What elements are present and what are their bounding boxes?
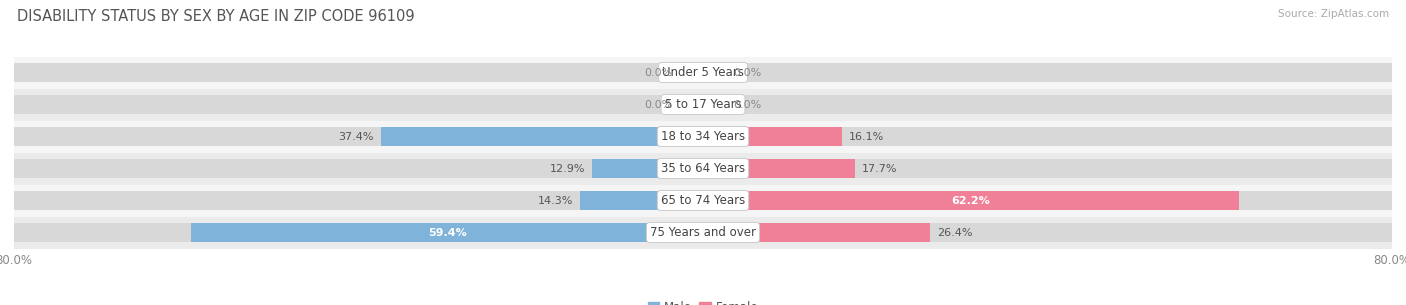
Bar — [703, 223, 1392, 242]
Bar — [14, 223, 703, 242]
Text: DISABILITY STATUS BY SEX BY AGE IN ZIP CODE 96109: DISABILITY STATUS BY SEX BY AGE IN ZIP C… — [17, 9, 415, 24]
Bar — [14, 159, 703, 178]
Text: 0.0%: 0.0% — [644, 67, 673, 77]
Bar — [703, 191, 1392, 210]
Bar — [703, 95, 1392, 114]
Bar — [14, 191, 703, 210]
Text: 12.9%: 12.9% — [550, 163, 585, 174]
Text: 59.4%: 59.4% — [427, 228, 467, 238]
Text: 5 to 17 Years: 5 to 17 Years — [665, 98, 741, 111]
Text: Source: ZipAtlas.com: Source: ZipAtlas.com — [1278, 9, 1389, 19]
Bar — [703, 159, 1392, 178]
Text: 65 to 74 Years: 65 to 74 Years — [661, 194, 745, 207]
Text: 35 to 64 Years: 35 to 64 Years — [661, 162, 745, 175]
Text: 0.0%: 0.0% — [733, 99, 762, 109]
Text: 0.0%: 0.0% — [733, 67, 762, 77]
Text: 0.0%: 0.0% — [644, 99, 673, 109]
Bar — [579, 191, 703, 210]
Bar — [14, 95, 703, 114]
Bar — [14, 120, 1392, 152]
Legend: Male, Female: Male, Female — [643, 296, 763, 305]
Bar — [14, 217, 1392, 249]
Text: Under 5 Years: Under 5 Years — [662, 66, 744, 79]
Bar — [191, 223, 703, 242]
Bar — [592, 159, 703, 178]
Bar — [14, 127, 703, 146]
Bar — [703, 63, 1392, 82]
Bar — [703, 127, 842, 146]
Bar — [14, 88, 1392, 120]
Text: 17.7%: 17.7% — [862, 163, 898, 174]
Text: 14.3%: 14.3% — [537, 196, 574, 206]
Bar — [703, 127, 1392, 146]
Bar — [14, 56, 1392, 88]
Text: 75 Years and over: 75 Years and over — [650, 226, 756, 239]
Text: 18 to 34 Years: 18 to 34 Years — [661, 130, 745, 143]
Bar — [381, 127, 703, 146]
Bar — [703, 191, 1239, 210]
Bar — [14, 185, 1392, 217]
Text: 26.4%: 26.4% — [938, 228, 973, 238]
Bar — [14, 152, 1392, 185]
Text: 37.4%: 37.4% — [339, 131, 374, 142]
Bar — [703, 159, 855, 178]
Text: 16.1%: 16.1% — [849, 131, 884, 142]
Bar — [14, 63, 703, 82]
Text: 62.2%: 62.2% — [952, 196, 990, 206]
Bar — [703, 223, 931, 242]
